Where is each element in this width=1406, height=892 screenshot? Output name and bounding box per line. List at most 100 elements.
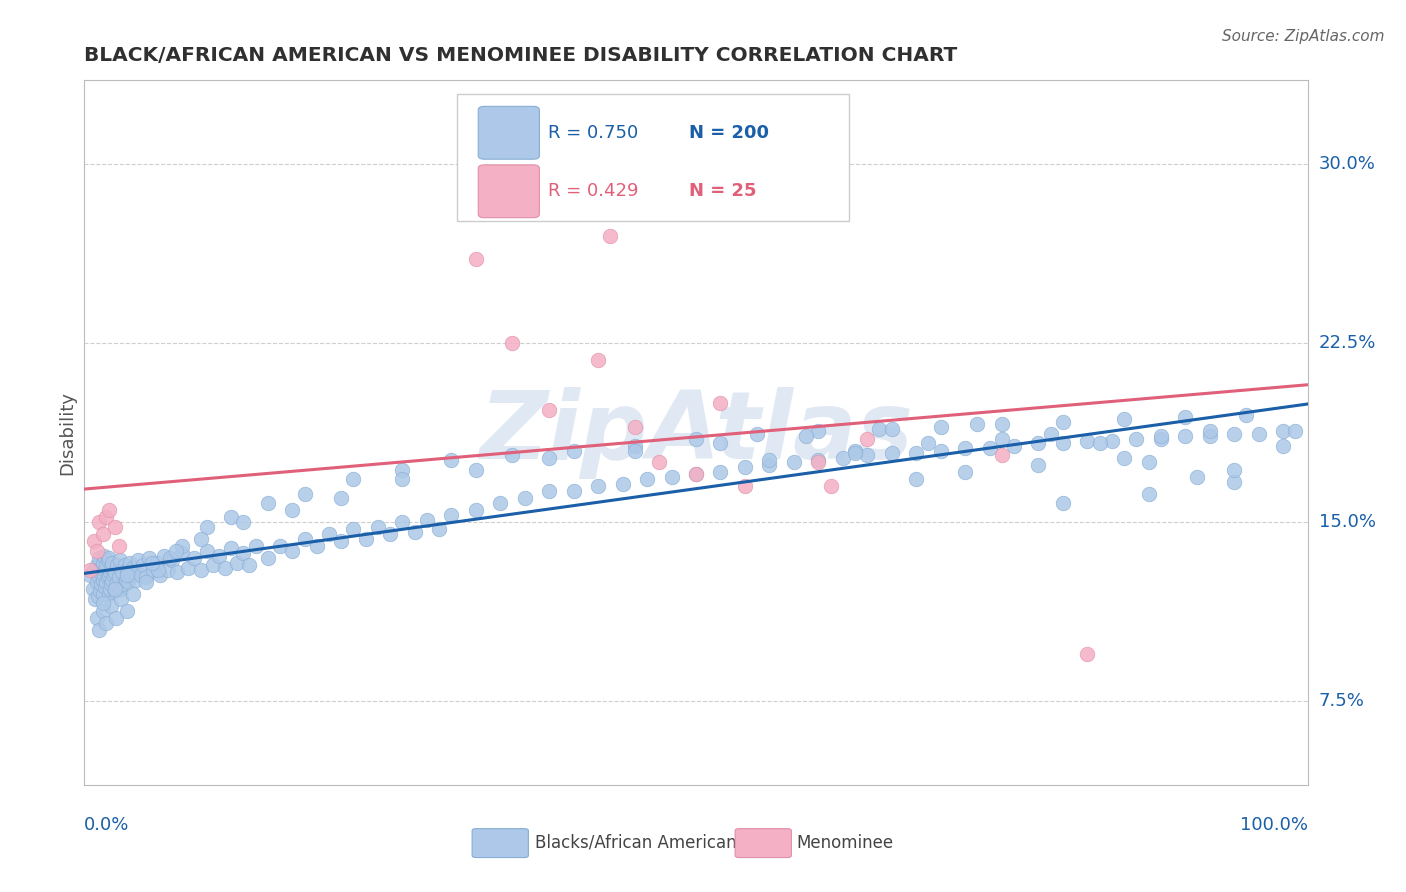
Point — [1174, 429, 1197, 443]
Point — [1150, 429, 1173, 443]
Point — [1125, 432, 1147, 446]
Point — [91, 587, 114, 601]
Point — [96, 574, 118, 589]
Point — [648, 455, 671, 469]
Text: Blacks/African Americans: Blacks/African Americans — [534, 834, 745, 852]
Point — [1247, 426, 1270, 441]
Point — [586, 479, 609, 493]
Point — [87, 589, 110, 603]
Point — [991, 432, 1014, 446]
Point — [107, 539, 129, 553]
Point — [90, 560, 112, 574]
Point — [84, 591, 107, 606]
Point — [127, 553, 149, 567]
Point — [709, 465, 731, 479]
Point — [281, 503, 304, 517]
Point — [89, 584, 111, 599]
Point — [586, 352, 609, 367]
Point — [1052, 496, 1074, 510]
Point — [122, 560, 145, 574]
Point — [96, 558, 118, 573]
Point — [115, 573, 138, 587]
Point — [966, 417, 988, 432]
Point — [562, 443, 585, 458]
Point — [93, 567, 115, 582]
Point — [232, 515, 254, 529]
Point — [94, 563, 117, 577]
Text: 15.0%: 15.0% — [1319, 513, 1375, 532]
Point — [97, 551, 120, 566]
Point — [305, 539, 328, 553]
Point — [844, 443, 866, 458]
Point — [90, 577, 112, 591]
Point — [807, 453, 830, 467]
Point — [79, 567, 101, 582]
Point — [1272, 425, 1295, 439]
Point — [1002, 439, 1025, 453]
FancyBboxPatch shape — [478, 165, 540, 218]
Point — [1174, 410, 1197, 425]
Point — [79, 563, 101, 577]
Point — [87, 551, 110, 566]
Point — [820, 479, 842, 493]
Point — [612, 477, 634, 491]
Point — [538, 484, 561, 499]
Point — [97, 503, 120, 517]
Point — [96, 510, 118, 524]
Point — [177, 560, 200, 574]
Point — [86, 611, 108, 625]
Point — [1223, 426, 1246, 441]
Point — [1039, 426, 1062, 441]
Text: 22.5%: 22.5% — [1319, 334, 1376, 352]
Point — [149, 567, 172, 582]
Point — [105, 611, 128, 625]
Point — [153, 549, 176, 563]
Point — [104, 582, 127, 596]
Point — [214, 560, 236, 574]
Point — [111, 566, 134, 580]
Point — [807, 455, 830, 469]
Point — [685, 467, 707, 482]
Text: Source: ZipAtlas.com: Source: ZipAtlas.com — [1222, 29, 1385, 44]
Point — [146, 563, 169, 577]
Point — [269, 539, 291, 553]
Point — [86, 544, 108, 558]
Point — [142, 563, 165, 577]
Point — [685, 432, 707, 446]
Point — [135, 570, 157, 584]
Point — [87, 570, 110, 584]
Point — [624, 419, 647, 434]
Point — [427, 522, 450, 536]
Point — [98, 582, 121, 596]
Text: BLACK/AFRICAN AMERICAN VS MENOMINEE DISABILITY CORRELATION CHART: BLACK/AFRICAN AMERICAN VS MENOMINEE DISA… — [84, 45, 957, 65]
Point — [245, 539, 267, 553]
Point — [794, 429, 817, 443]
Point — [856, 432, 879, 446]
Point — [391, 463, 413, 477]
Point — [83, 563, 105, 577]
Point — [1076, 434, 1098, 448]
Point — [1223, 475, 1246, 489]
Point — [758, 458, 780, 472]
Point — [464, 503, 486, 517]
Point — [183, 551, 205, 566]
Point — [172, 539, 194, 553]
Point — [132, 558, 155, 573]
Point — [1198, 425, 1220, 439]
Point — [807, 425, 830, 439]
Point — [342, 472, 364, 486]
Point — [636, 472, 658, 486]
Point — [103, 567, 125, 582]
Point — [880, 446, 903, 460]
Point — [1088, 436, 1111, 450]
Point — [91, 573, 114, 587]
Point — [905, 472, 928, 486]
Point — [1236, 408, 1258, 422]
Point — [917, 436, 939, 450]
Point — [195, 544, 218, 558]
Point — [953, 441, 976, 455]
Point — [97, 587, 120, 601]
Point — [281, 544, 304, 558]
Point — [464, 463, 486, 477]
Point — [354, 532, 377, 546]
